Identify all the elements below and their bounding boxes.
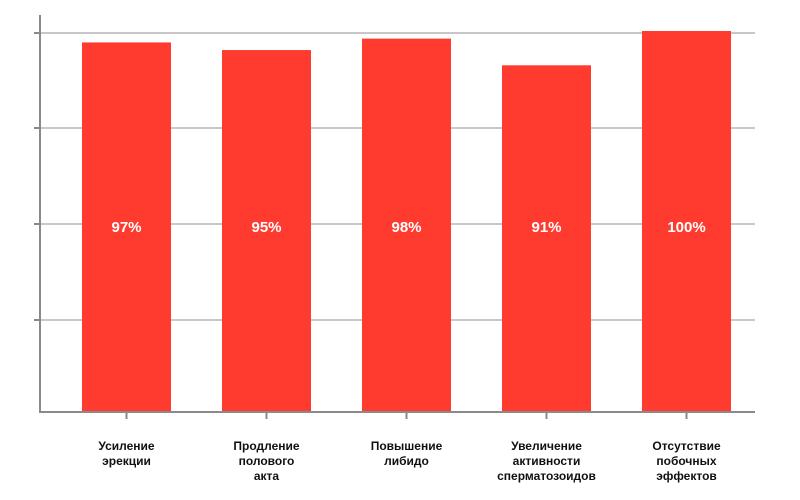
bar bbox=[222, 50, 311, 413]
category-label-line: Отсутствие bbox=[652, 439, 721, 453]
category-label-line: побочных bbox=[656, 454, 716, 468]
category-label-line: Повышение bbox=[371, 439, 443, 453]
bar bbox=[502, 65, 591, 412]
category-label-line: активности bbox=[513, 454, 581, 468]
bar bbox=[362, 38, 451, 413]
category-label-line: Увеличение bbox=[511, 439, 582, 453]
category-label-line: Усиление bbox=[98, 439, 155, 453]
bar-value-label: 91% bbox=[531, 219, 561, 236]
category-label: Увеличение активности сперматозоидов bbox=[497, 439, 596, 483]
bar-value-label: 100% bbox=[667, 219, 705, 236]
category-label-line: акта bbox=[254, 469, 280, 483]
category-label-line: эффектов bbox=[656, 469, 717, 483]
category-label: Продление полового акта bbox=[233, 439, 300, 483]
bars-group bbox=[82, 31, 731, 413]
bar-value-label: 95% bbox=[251, 219, 281, 236]
bar-value-label: 98% bbox=[391, 219, 421, 236]
bar bbox=[82, 42, 171, 413]
axes bbox=[34, 15, 755, 419]
category-label: Усиление эрекции bbox=[98, 439, 155, 468]
category-label-line: сперматозоидов bbox=[497, 469, 596, 483]
category-label-line: Продление bbox=[233, 439, 300, 453]
bar-value-label: 97% bbox=[111, 219, 141, 236]
category-label-line: либидо bbox=[384, 454, 429, 468]
category-label: Отсутствие побочных эффектов bbox=[652, 439, 721, 483]
category-label-line: эрекции bbox=[102, 454, 151, 468]
category-label-line: полового bbox=[239, 454, 295, 468]
category-label: Повышение либидо bbox=[371, 439, 443, 468]
bar bbox=[642, 31, 731, 412]
